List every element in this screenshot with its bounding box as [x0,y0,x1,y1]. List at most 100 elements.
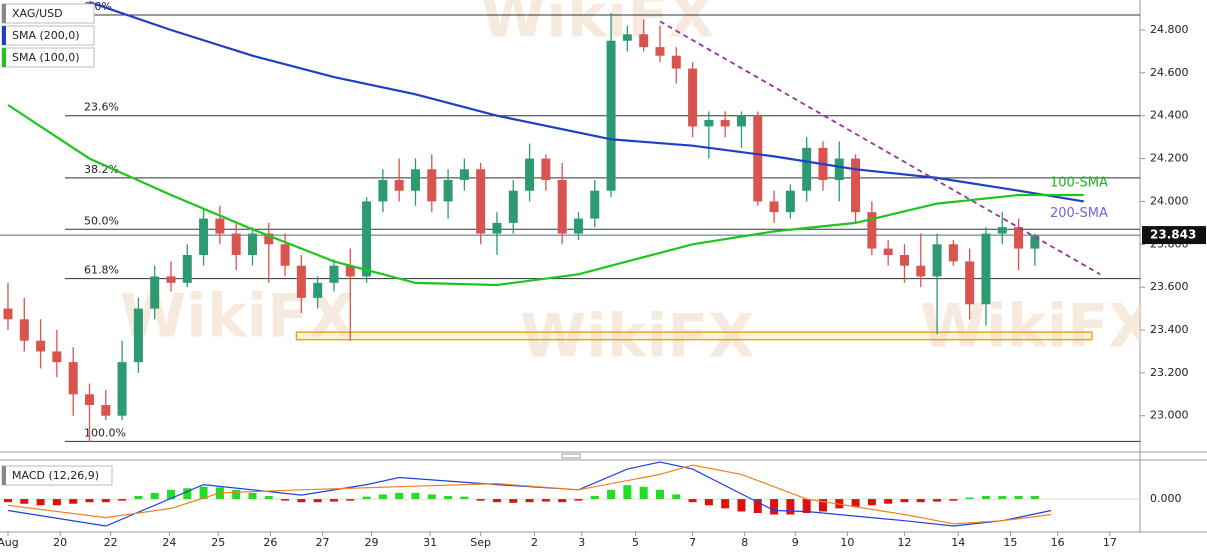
candle-body [345,265,355,277]
macd-bar [118,499,127,501]
macd-bar [688,499,697,503]
x-tick-label: 9 [792,536,799,549]
macd-bar [965,497,974,500]
macd-bar [786,499,795,515]
macd-bar [134,496,143,500]
y-tick-label: 24.400 [1150,109,1189,122]
watermark: WikiFX [520,302,754,372]
support-zone [295,331,1093,341]
macd-bar [150,492,159,500]
plot-area: WikiFX WikiFX WikiFXWikiFX0.0%23.6%38.2%50… [0,0,1154,442]
candle-body [215,218,225,234]
candle-body [688,68,698,127]
watermark: WikiFX [920,292,1154,362]
candle-body [851,158,861,213]
candle-body [834,158,844,180]
candle-body [573,218,583,234]
candle-body [1030,235,1040,249]
candle-body [150,276,160,309]
macd-line [7,464,1052,525]
candle-body [182,255,192,283]
candle-body [394,180,404,191]
macd-bar [460,496,469,500]
fib-label: 38.2% [84,163,119,176]
x-tick-label: 14 [951,536,965,549]
candle-body [264,233,274,245]
candle-body [753,115,763,202]
x-tick-label: 24 [162,536,176,549]
macd-bar [313,499,322,503]
macd-bar [704,499,713,506]
x-tick-label: 17 [1103,536,1117,549]
macd-bar [541,499,550,502]
candle-body [133,308,143,363]
macd-bar [1030,496,1039,500]
macd-bar [329,499,338,502]
price-tag [1142,226,1206,245]
macd-bar [672,494,681,500]
macd-bar [981,496,990,500]
macd-bar [69,499,78,504]
candle-body [329,265,339,283]
x-tick-label: 10 [840,536,854,549]
candle-body [68,362,78,395]
y-tick-label: 24.200 [1150,152,1189,165]
macd-bar [1014,496,1023,500]
macd-bar [281,499,290,501]
candle-body [19,319,29,341]
macd-y-tick-label: 0.000 [1150,492,1182,505]
candle-body [101,405,111,416]
candle-body [932,244,942,277]
candle-body [36,340,46,352]
macd-bar [590,496,599,500]
x-tick-label: 2 [531,536,538,549]
legend-label: SMA (100,0) [12,51,80,64]
macd-bar [444,496,453,500]
macd-bar [346,499,355,501]
macd-bar [378,494,387,500]
macd-bar [721,499,730,509]
candle-body [622,34,632,41]
x-tick-label: Sep [470,536,491,549]
macd-bar [20,499,29,504]
x-tick-label: 12 [897,536,911,549]
candle-body [427,169,437,202]
fib-label: 23.6% [84,101,119,114]
x-tick-label: 5 [632,536,639,549]
y-tick-label: 23.000 [1150,409,1189,422]
candle-body [557,180,567,234]
x-tick-label: 31 [423,536,437,549]
candle-body [769,201,779,213]
macd-bar [558,499,567,503]
macd-bar [476,499,485,501]
x-tick-label: 3 [578,536,585,549]
macd-bar [900,499,909,503]
macd-bar [427,494,436,500]
x-tick-label: 20 [53,536,67,549]
macd-bar [753,499,762,513]
fib-label: 50.0% [84,214,119,227]
macd-bar [395,492,404,500]
candle-body [84,394,94,405]
macd-bar [851,499,860,507]
candle-body [166,276,176,283]
y-tick-label: 24.800 [1150,23,1189,36]
legend-swatch [2,4,6,23]
candle-body [606,40,616,191]
x-tick-label: 25 [211,536,225,549]
macd-bar [737,499,746,512]
x-tick-label: 29 [364,536,378,549]
watermark: WikiFX [480,0,714,52]
x-tick-label: Aug [0,536,19,549]
candle-body [899,255,909,266]
macd-bar [297,499,306,503]
y-tick-label: 24.000 [1150,194,1189,207]
macd-bar [802,499,811,513]
macd-bar [101,499,110,503]
macd-bar [362,496,371,500]
candle-body [704,120,714,127]
legend-label: MACD (12,26,9) [12,469,99,482]
candle-body [867,212,877,249]
macd-bar [623,485,632,500]
macd-bar [199,486,208,500]
